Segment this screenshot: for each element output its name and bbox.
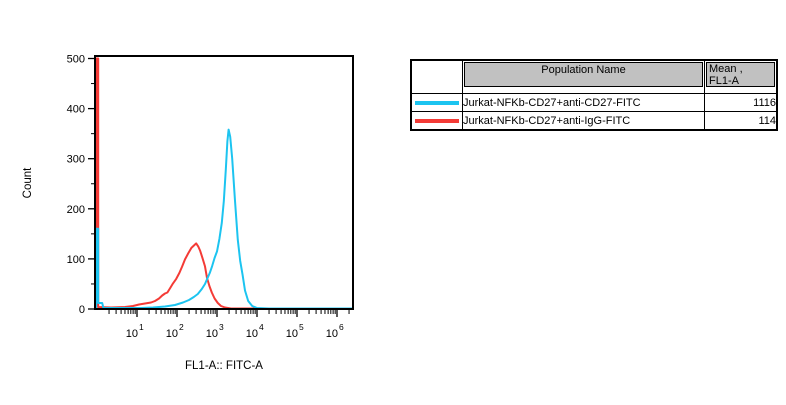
- x-tick-label-base: 10: [166, 328, 178, 340]
- table-row: Jurkat-NFKb-CD27+anti-IgG-FITC 114: [410, 111, 778, 131]
- red-series-swatch: [415, 118, 459, 123]
- swatch-cell: [410, 111, 463, 131]
- population-name: Jurkat-NFKb-CD27+anti-IgG-FITC: [462, 111, 705, 131]
- x-tick-label-base: 10: [286, 328, 298, 340]
- x-tick-label-base: 10: [206, 328, 218, 340]
- mean-value: 1116: [704, 93, 778, 112]
- x-tick-label-base: 10: [126, 328, 138, 340]
- cyan-series-swatch: [415, 100, 459, 105]
- y-tick-label: 0: [79, 304, 85, 316]
- population-stats-table: Population Name Mean , FL1-A Jurkat-NFKb…: [410, 59, 778, 131]
- mean-fl1a-header: Mean , FL1-A: [706, 62, 775, 87]
- mean-value: 114: [704, 111, 778, 131]
- swatch-cell: [410, 93, 463, 112]
- header-swatch-cell: [410, 59, 463, 94]
- y-tick-label: 100: [67, 254, 85, 266]
- x-tick-label-exponent: 3: [219, 322, 224, 332]
- x-tick-label-exponent: 4: [259, 322, 264, 332]
- histogram-curve: [95, 128, 353, 310]
- y-axis-ticks: 0 100 200 300 400 500: [67, 54, 95, 316]
- y-tick-label: 200: [67, 204, 85, 216]
- plot-border: [94, 55, 354, 310]
- y-tick-label: 300: [67, 154, 85, 166]
- header-mean-cell: Mean , FL1-A: [704, 59, 778, 94]
- x-axis-title: FL1-A:: FITC-A: [185, 360, 263, 372]
- x-tick-label-exponent: 2: [179, 322, 184, 332]
- x-tick-label-exponent: 1: [139, 322, 144, 332]
- table-row: Jurkat-NFKb-CD27+anti-CD27-FITC 1116: [410, 93, 778, 112]
- header-population-cell: Population Name: [462, 59, 705, 94]
- x-tick-label-base: 10: [326, 328, 338, 340]
- histogram-curves: [95, 57, 353, 310]
- x-tick-label-base: 10: [246, 328, 258, 340]
- histogram-curve: [95, 57, 353, 310]
- population-name: Jurkat-NFKb-CD27+anti-CD27-FITC: [462, 93, 705, 112]
- x-tick-label-exponent: 5: [299, 322, 304, 332]
- y-tick-label: 500: [67, 54, 85, 66]
- y-axis-title: Count: [22, 167, 34, 198]
- population-name-header: Population Name: [464, 62, 703, 87]
- table-header-row: Population Name Mean , FL1-A: [410, 59, 778, 94]
- x-tick-label-exponent: 6: [339, 322, 344, 332]
- y-tick-label: 400: [67, 104, 85, 116]
